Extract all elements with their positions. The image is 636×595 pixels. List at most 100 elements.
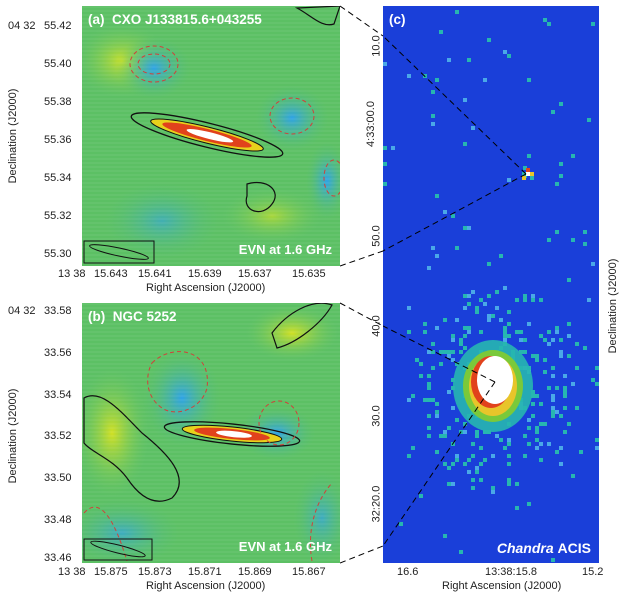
panel-b-dec-prefix: 04 32 (8, 305, 36, 317)
xray-event-pixel (383, 182, 387, 186)
xray-event-pixel (555, 386, 559, 390)
xray-event-pixel (435, 254, 439, 258)
xray-event-pixel (483, 430, 487, 434)
xray-event-pixel (559, 102, 563, 106)
xray-event-pixel (439, 30, 443, 34)
xray-event-pixel (447, 426, 451, 430)
panel-a-image: (a) CXO J133815.6+043255 EVN at 1.6 GHz (82, 6, 340, 266)
xray-event-pixel (463, 294, 467, 298)
xray-event-pixel (591, 262, 595, 266)
panel-c-dec-tick: 40.0 (370, 315, 383, 337)
xray-event-pixel (507, 54, 511, 58)
xray-event-pixel (523, 166, 527, 170)
xray-event-pixel (499, 438, 503, 442)
xray-event-pixel (427, 386, 431, 390)
panel-b-dec-tick: 33.52 (44, 430, 72, 442)
xray-event-pixel (435, 194, 439, 198)
xray-event-pixel (475, 434, 479, 438)
xray-event-pixel (483, 78, 487, 82)
xray-event-pixel (575, 406, 579, 410)
xray-event-pixel (475, 310, 479, 314)
xray-event-pixel (479, 298, 483, 302)
xray-event-pixel (391, 146, 395, 150)
xray-event-pixel (423, 322, 427, 326)
xray-event-pixel (551, 338, 555, 342)
xray-event-pixel (507, 322, 511, 326)
xray-event-pixel (523, 350, 527, 354)
xray-event-pixel (531, 354, 535, 358)
xray-event-pixel (419, 494, 423, 498)
xray-event-pixel (583, 242, 587, 246)
xray-event-pixel (535, 358, 539, 362)
xray-event-pixel (427, 374, 431, 378)
xray-event-pixel (551, 398, 555, 402)
xray-event-pixel (467, 470, 471, 474)
xray-event-pixel (467, 458, 471, 462)
xray-event-pixel (471, 290, 475, 294)
panel-a-dec-tick: 55.36 (44, 134, 72, 146)
xray-event-pixel (491, 490, 495, 494)
panel-a-ra-tick: 15.643 (94, 268, 128, 280)
xray-event-pixel (499, 254, 503, 258)
xray-event-pixel (415, 358, 419, 362)
xray-event-pixel (523, 294, 527, 298)
xray-event-pixel (447, 482, 451, 486)
xray-event-pixel (439, 350, 443, 354)
xray-event-pixel (515, 506, 519, 510)
xray-event-pixel (535, 354, 539, 358)
xray-event-pixel (459, 550, 463, 554)
panel-b-ra-axis-label: Right Ascension (J2000) (146, 580, 266, 592)
panel-c-dec-tick: 32:20.0 (370, 485, 383, 523)
xray-event-pixel (455, 10, 459, 14)
xray-event-pixel (411, 394, 415, 398)
panel-b-dec-tick: 33.46 (44, 552, 72, 564)
xray-event-pixel (559, 350, 563, 354)
panel-b-dec-tick: 33.50 (44, 472, 72, 484)
xray-event-pixel (547, 386, 551, 390)
xray-event-pixel (431, 246, 435, 250)
xray-event-pixel (407, 398, 411, 402)
xray-event-pixel (467, 330, 471, 334)
xray-event-pixel (431, 398, 435, 402)
xray-event-pixel (435, 414, 439, 418)
panel-b-ra-tick: 15.869 (238, 566, 272, 578)
panel-a-dec-tick: 55.30 (44, 248, 72, 260)
panel-c-ra-tick: 13:38:15.8 (485, 566, 537, 578)
xray-event-pixel (583, 230, 587, 234)
xray-event-pixel (495, 290, 499, 294)
xray-event-pixel (443, 434, 447, 438)
xray-event-pixel (455, 318, 459, 322)
panel-a-label: (a) (88, 12, 105, 27)
xray-event-pixel (571, 382, 575, 386)
xray-event-pixel (507, 438, 511, 442)
xray-event-pixel (559, 414, 563, 418)
xray-event-pixel (463, 142, 467, 146)
xray-event-pixel (435, 450, 439, 454)
zoom-connector-lines (340, 5, 384, 564)
xray-event-pixel (435, 402, 439, 406)
xray-event-pixel (491, 314, 495, 318)
xray-event-pixel (523, 434, 527, 438)
xray-event-pixel (559, 462, 563, 466)
xray-event-pixel (463, 326, 467, 330)
xray-event-pixel (539, 298, 543, 302)
xray-event-pixel (487, 294, 491, 298)
xray-event-pixel (507, 478, 511, 482)
xray-event-pixel (503, 330, 507, 334)
xray-event-pixel (431, 90, 435, 94)
xray-event-pixel (427, 382, 431, 386)
xray-event-pixel (455, 458, 459, 462)
xray-event-pixel (451, 334, 455, 338)
xray-event-pixel (467, 326, 471, 330)
xray-event-pixel (575, 342, 579, 346)
xray-event-pixel (587, 298, 591, 302)
xray-event-pixel (427, 350, 431, 354)
xray-event-pixel (527, 418, 531, 422)
xray-event-pixel (559, 174, 563, 178)
xray-event-pixel (443, 430, 447, 434)
xray-event-pixel (471, 454, 475, 458)
panel-b-ra-tick: 15.871 (188, 566, 222, 578)
xray-event-pixel (515, 298, 519, 302)
xray-event-pixel (539, 458, 543, 462)
xray-event-pixel (451, 358, 455, 362)
